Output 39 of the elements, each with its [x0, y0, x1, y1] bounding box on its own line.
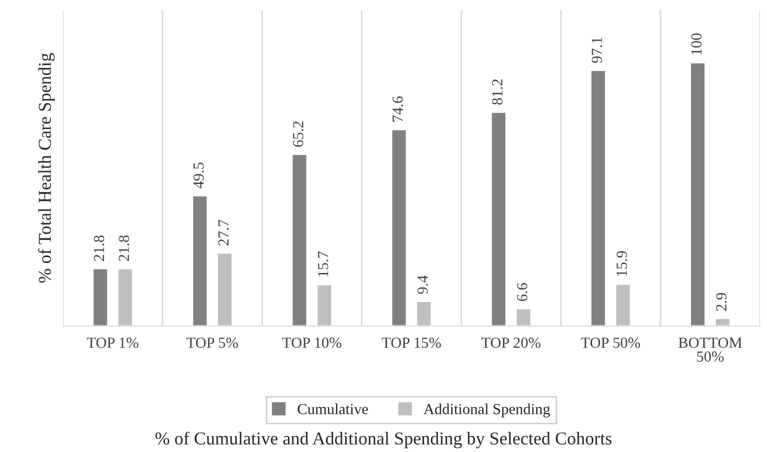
data-label: 27.7	[218, 220, 229, 246]
x-tick-label: TOP 1%	[86, 338, 138, 348]
bar	[614, 283, 632, 326]
data-label: 15.7	[318, 251, 328, 276]
bar	[216, 252, 233, 326]
data-label: 100	[691, 33, 702, 54]
bar	[416, 300, 432, 326]
data-label: 21.8	[118, 235, 130, 261]
data-label: 15.9	[616, 251, 627, 276]
bar	[390, 128, 408, 326]
data-label: 81.2	[492, 79, 503, 105]
data-label: 2.9	[716, 292, 727, 311]
data-label: 97.1	[592, 38, 602, 63]
bar	[291, 154, 308, 326]
bar	[515, 308, 532, 326]
data-label: 21.8	[94, 235, 104, 261]
x-tick-label: TOP 10%	[282, 338, 342, 348]
data-label: 9.4	[418, 275, 428, 294]
x-tick-label: BOTTOM 50%	[678, 338, 742, 362]
data-label: 6.6	[517, 283, 528, 302]
bar	[316, 284, 333, 326]
x-tick-label: TOP 50%	[581, 338, 640, 348]
bar	[92, 268, 108, 326]
x-tick-label: TOP 15%	[382, 338, 441, 348]
bar	[690, 62, 706, 326]
bar	[714, 318, 731, 326]
legend-label: Additional Spending	[424, 404, 550, 418]
data-label: 74.6	[392, 96, 403, 122]
data-label: 49.5	[193, 162, 204, 188]
bar	[192, 194, 208, 326]
y-axis-title: % of Total Health Care Spendig	[38, 53, 55, 283]
bar	[117, 268, 134, 326]
x-tick-label: TOP 5%	[186, 338, 238, 348]
bar	[490, 111, 507, 326]
x-axis-title: % of Cumulative and Additional Spending by Selected Cohorts	[155, 432, 612, 448]
x-tick-label: TOP 20%	[481, 338, 540, 348]
legend-label: Cumulative	[298, 404, 368, 414]
bar	[590, 70, 606, 326]
data-label: 65.2	[293, 121, 304, 147]
